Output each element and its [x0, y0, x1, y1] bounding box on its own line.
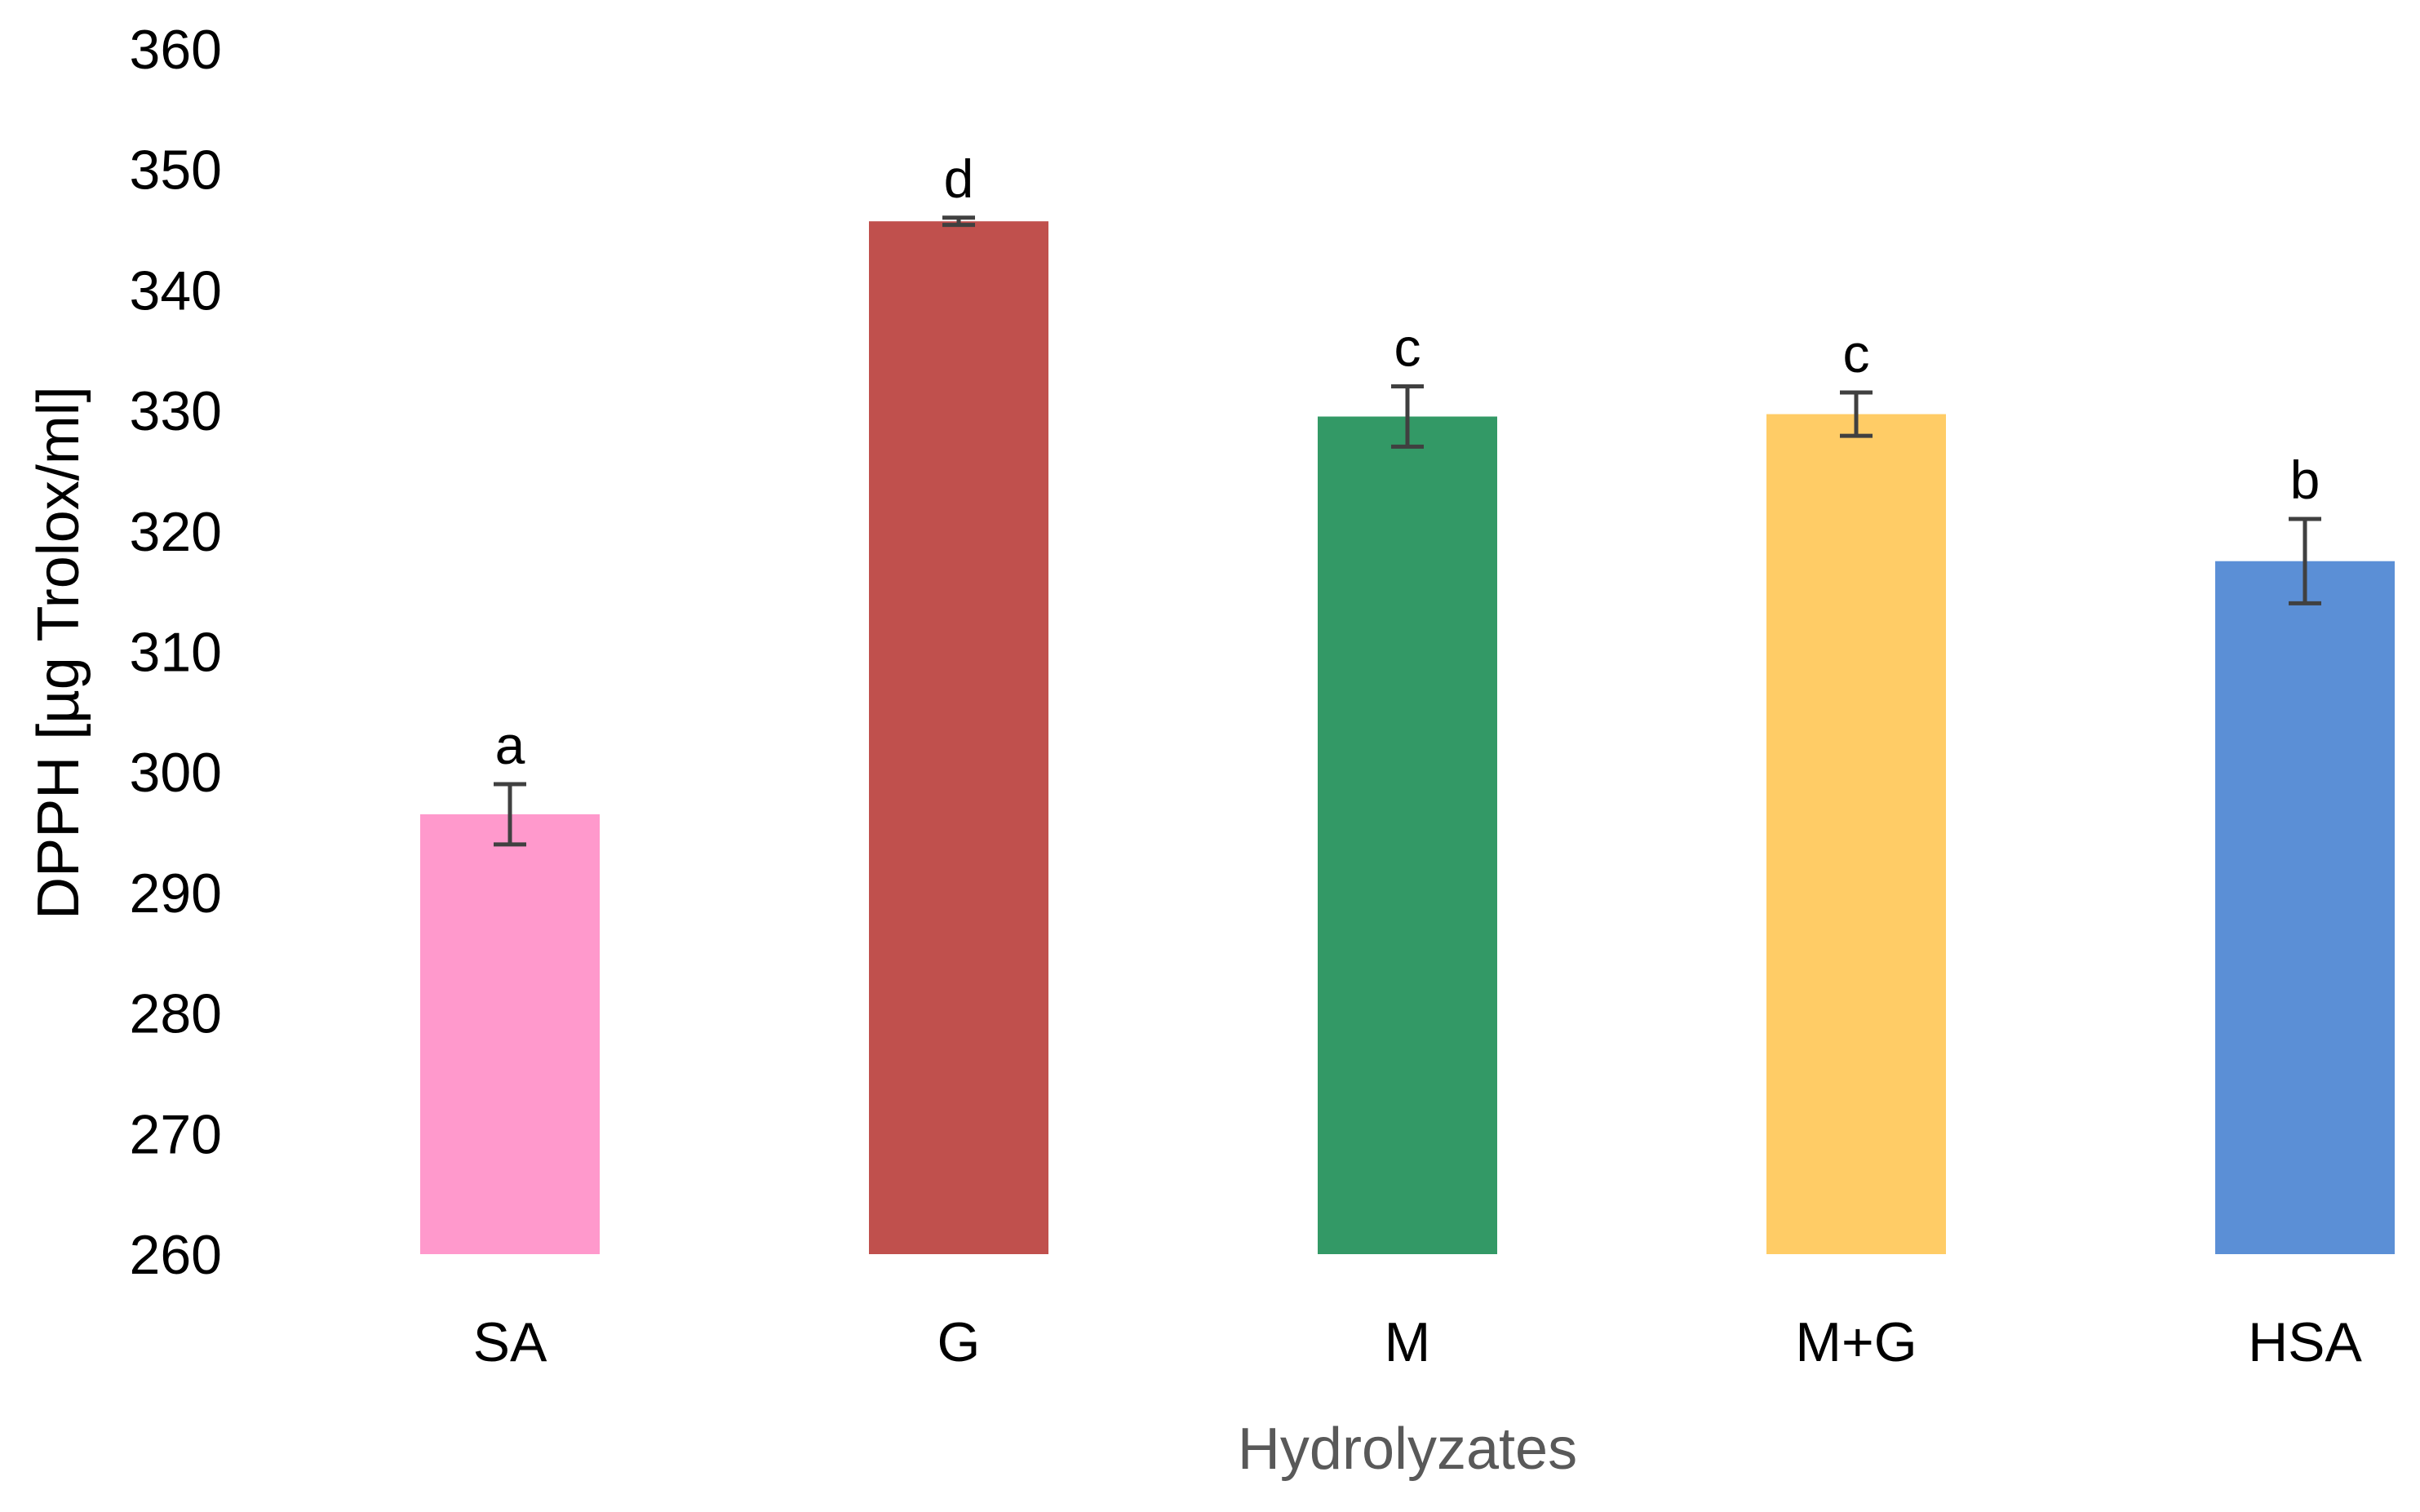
y-tick-label: 280: [130, 983, 222, 1045]
significance-label: d: [944, 149, 974, 209]
x-category-label: M+G: [1795, 1311, 1917, 1373]
significance-label: b: [2290, 450, 2320, 510]
significance-label: c: [1394, 317, 1421, 378]
bar-g: [869, 221, 1048, 1255]
x-category-label: M: [1385, 1311, 1431, 1373]
y-tick-label: 360: [130, 19, 222, 81]
y-tick-label: 300: [130, 742, 222, 804]
significance-label: a: [495, 715, 525, 775]
significance-label: c: [1843, 323, 1870, 384]
bar-hsa: [2215, 561, 2395, 1254]
error-bar: [1840, 390, 1873, 438]
error-bar: [1391, 384, 1424, 449]
y-tick-label: 340: [130, 259, 222, 321]
error-bars: [494, 215, 2321, 847]
y-tick-label: 320: [130, 501, 222, 563]
y-tick-label: 310: [130, 622, 222, 684]
significance-labels: a d c c b: [495, 149, 2320, 775]
bars: [420, 221, 2395, 1255]
bar-m: [1318, 416, 1497, 1254]
y-axis-title: DPPH [µg Trolox/ml]: [26, 386, 91, 920]
y-tick-label: 260: [130, 1224, 222, 1286]
x-category-label: HSA: [2248, 1311, 2362, 1373]
x-category-label: G: [937, 1311, 981, 1373]
error-bar: [942, 215, 975, 228]
x-category-label: SA: [473, 1311, 547, 1373]
y-axis-ticks: 260 270 280 290 300 310 320 330 340 350 360: [130, 19, 222, 1286]
bar-sa: [420, 814, 600, 1254]
bar-m-plus-g: [1766, 414, 1946, 1254]
x-axis-title: Hydrolyzates: [1238, 1417, 1577, 1482]
error-bar: [2289, 517, 2321, 605]
y-tick-label: 270: [130, 1103, 222, 1165]
error-bar: [494, 782, 526, 847]
y-tick-label: 330: [130, 380, 222, 442]
y-tick-label: 290: [130, 862, 222, 924]
y-tick-label: 350: [130, 140, 222, 202]
x-axis-categories: SA G M M+G HSA: [473, 1311, 2363, 1373]
